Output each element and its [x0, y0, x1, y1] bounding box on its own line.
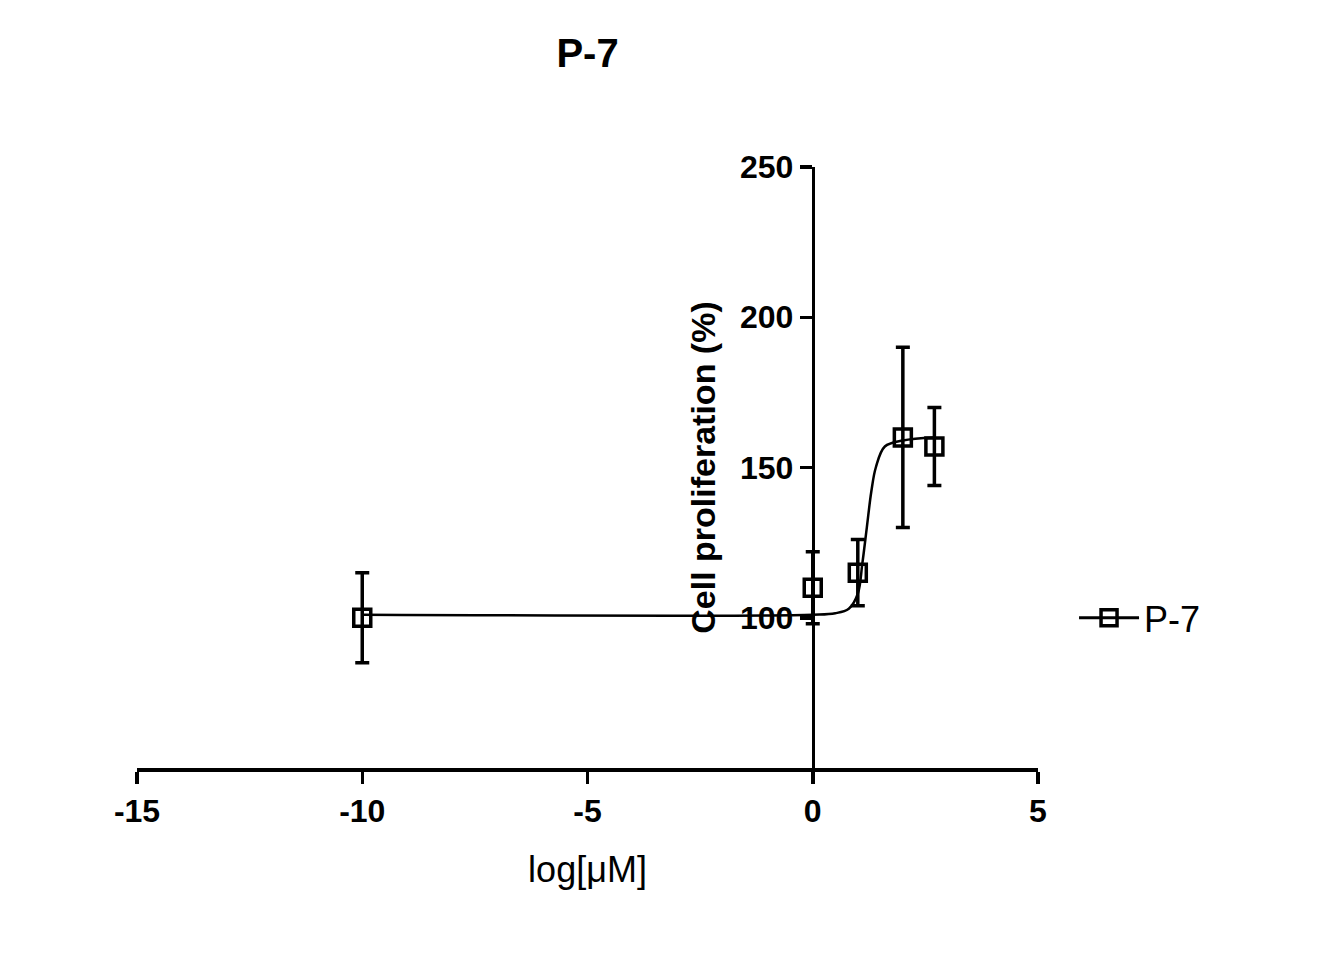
svg-text:log[μM]: log[μM]	[528, 849, 647, 890]
svg-text:-10: -10	[339, 793, 385, 829]
svg-text:0: 0	[804, 793, 822, 829]
svg-text:P-7: P-7	[556, 31, 618, 75]
svg-text:150: 150	[740, 450, 793, 486]
svg-text:-5: -5	[573, 793, 601, 829]
svg-text:Cell proliferation (%): Cell proliferation (%)	[684, 301, 722, 633]
svg-text:250: 250	[740, 149, 793, 185]
svg-text:-15: -15	[114, 793, 160, 829]
svg-text:100: 100	[740, 600, 793, 636]
svg-text:P-7: P-7	[1144, 599, 1200, 640]
svg-text:5: 5	[1029, 793, 1047, 829]
svg-text:200: 200	[740, 299, 793, 335]
